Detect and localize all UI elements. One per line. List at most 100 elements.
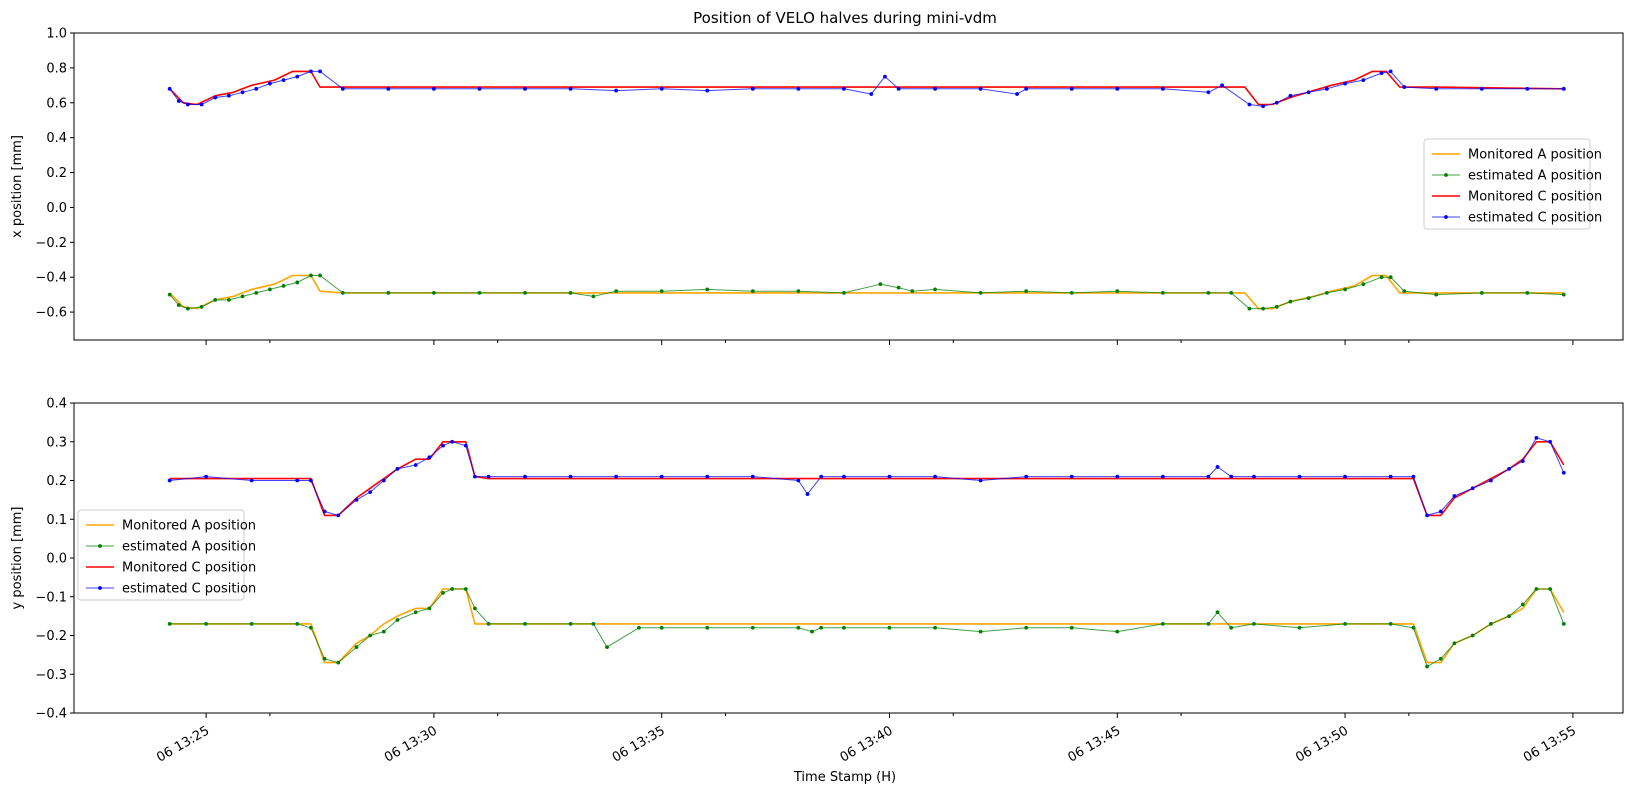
y-axis-label: x position [mm] [10,135,25,238]
data-point [368,490,373,495]
data-point [322,509,327,514]
y-tick-label: 0.2 [46,166,67,181]
data-point [1534,435,1539,440]
data-point [281,284,286,288]
data-point [473,474,477,479]
data-point [1361,78,1366,82]
x-tick-label: 06 13:25 [154,723,212,765]
data-point [213,297,218,302]
x-tick-label: 06 13:40 [838,723,896,765]
data-point [1561,621,1566,626]
data-point [1252,621,1256,626]
data-point [1229,474,1234,479]
legend-box [77,509,245,601]
legend-label: Monitored C position [1468,190,1602,205]
legend-marker [1444,173,1448,177]
data-point [395,618,400,622]
data-point [1069,625,1074,630]
data-point [568,474,573,479]
data-point [473,606,477,611]
data-point [204,621,209,626]
data-point [1438,509,1443,514]
data-point [869,92,874,96]
data-point [1470,486,1475,491]
data-point [1115,474,1120,479]
data-point [978,86,983,91]
data-point [614,88,619,93]
y-tick-label: −0.1 [35,590,67,605]
data-point [227,93,231,98]
data-point [1388,621,1393,626]
data-point [1411,474,1416,479]
data-point [523,291,527,295]
y-tick-label: 0.2 [46,474,67,489]
data-point [523,621,527,626]
data-point [796,86,801,91]
legend-marker [98,544,102,548]
data-point [659,474,664,479]
x-tick-label: 06 13:55 [1521,723,1579,765]
data-point [883,74,887,79]
data-point [1229,291,1234,295]
data-point [750,474,755,479]
y-tick-label: −0.4 [35,271,67,286]
y-tick-label: 0.8 [46,61,67,76]
data-point [1379,71,1384,76]
legend-label: estimated C position [1468,211,1602,226]
y-position-panel: −0.4 −0.3 −0.2 −0.1 0.0 0.1 0.2 0.3 0.4 06 13:25 0… [10,397,1624,766]
data-point [167,86,172,91]
data-point [268,81,272,86]
data-point [1024,474,1029,479]
data-point [842,474,846,479]
data-point [340,86,345,91]
data-point [1343,621,1347,626]
data-point [167,621,172,626]
data-point [1561,292,1566,297]
y-tick-label: −0.2 [35,629,67,644]
data-point [1438,656,1443,661]
data-point [1411,625,1416,630]
data-point [1274,304,1279,309]
data-point [805,492,810,496]
data-point [659,289,664,294]
series-line [169,437,1565,516]
data-point [368,633,373,638]
y-tick-label: −0.3 [35,668,67,683]
data-point [887,474,892,479]
data-point [254,291,259,295]
data-point [441,443,445,448]
data-point [810,629,814,634]
y-tick-label: 0.1 [46,513,67,528]
y-tick-label: −0.4 [35,707,67,722]
data-point [1324,86,1329,91]
data-point [796,478,801,483]
x-tick-label: 06 13:50 [1293,723,1351,765]
data-point [1160,86,1165,91]
data-point [322,656,327,661]
data-point [381,478,386,483]
y-tick-label: 0.0 [46,552,67,567]
data-point [1160,621,1165,626]
data-point [1361,282,1366,287]
data-point [486,621,491,626]
data-point [1115,86,1120,91]
y-tick-label: −0.6 [35,306,67,321]
data-point [1388,275,1393,280]
data-point [978,629,983,634]
data-point [819,474,824,479]
data-point [1324,291,1329,295]
plot-frame [73,32,1624,341]
y-tick-label: 1.0 [46,27,67,42]
data-point [1525,86,1530,91]
data-point [295,74,300,79]
data-point [1561,86,1566,91]
data-point [523,86,527,91]
data-point [910,289,915,294]
data-point [896,86,901,91]
data-point [281,78,286,82]
data-point [413,463,418,467]
data-point [1343,474,1347,479]
data-point [1402,85,1407,89]
x-tick-label: 06 13:35 [610,723,668,765]
data-point [659,86,664,91]
